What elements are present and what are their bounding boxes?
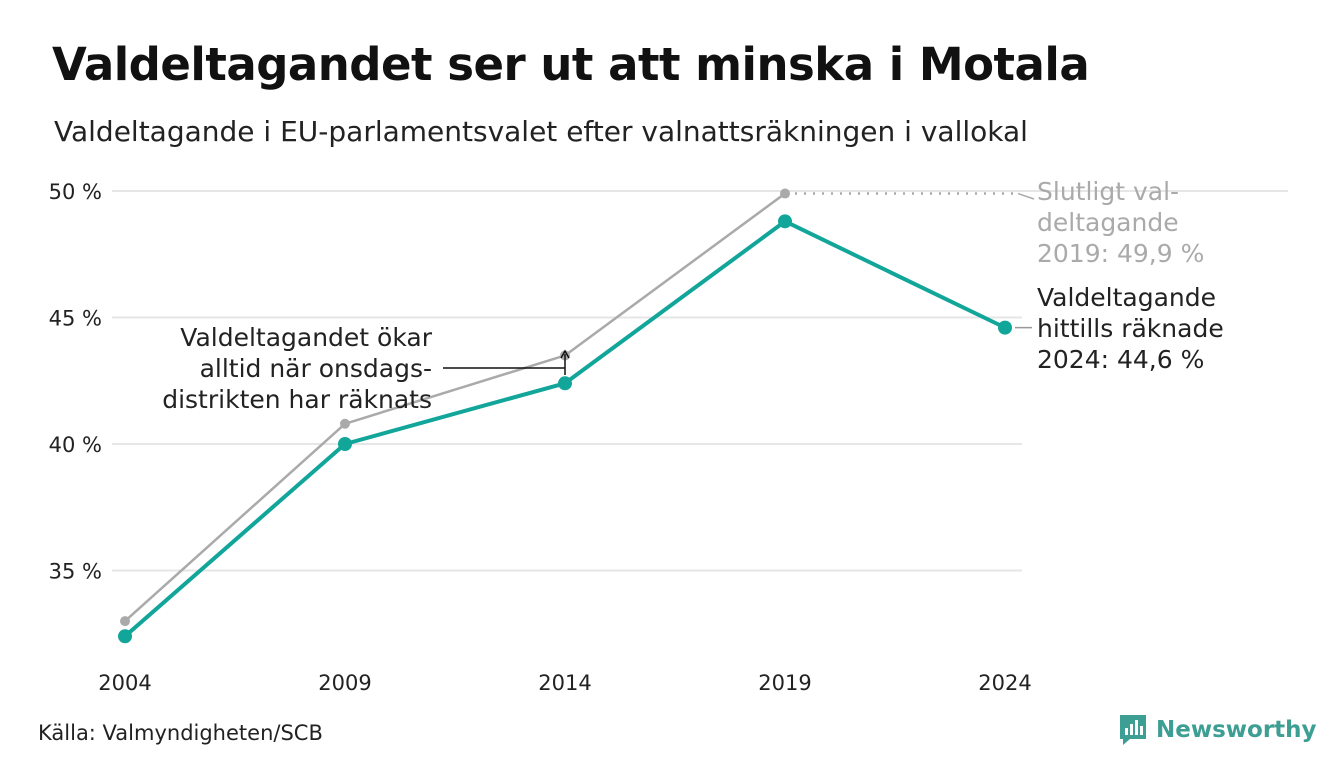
brand-name: Newsworthy [1156,717,1317,743]
y-tick-label: 35 % [49,560,102,584]
x-tick-label: 2019 [758,671,811,695]
final-2019-annotation: Slutligt val- [1037,177,1179,206]
y-tick-label: 45 % [49,307,102,331]
wednesday-annotation: distrikten har räknats [162,385,432,414]
x-tick-label: 2024 [978,671,1031,695]
final-2019-leader-tick [1017,192,1035,200]
chart-subtitle: Valdeltagande i EU-parlamentsvalet efter… [54,115,1028,148]
wednesday-annotation: Valdeltagandet ökar [180,323,432,352]
x-tick-label: 2009 [318,671,371,695]
x-tick-label: 2014 [538,671,591,695]
line-chart: 35 % 40 % 45 % 50 % 2004 2009 2014 2019 2024 Slut… [49,177,1288,695]
final-2019-annotation: deltagande [1037,208,1179,237]
final-series-point [120,616,130,627]
wednesday-annotation: alltid när onsdags- [200,354,432,383]
final-series-line [124,192,786,623]
final-series-point [780,188,790,199]
final-2019-annotation: 2019: 49,9 % [1037,239,1204,268]
final-series-point [340,418,350,429]
wednesday-arrow-head [560,349,570,359]
current-2024-annotation: hittills räknade [1037,314,1224,343]
election-night-series-point [558,376,572,391]
y-tick-label: 50 % [49,180,102,204]
election-night-series-point [118,629,132,644]
election-night-series-point [778,214,792,229]
election-night-series-point [338,437,352,451]
election-night-series-point [998,320,1012,335]
source-note: Källa: Valmyndigheten/SCB [38,721,323,745]
chart-title: Valdeltagandet ser ut att minska i Motal… [52,38,1090,91]
election-night-series-line [123,219,1006,638]
current-2024-annotation: 2024: 44,6 % [1037,345,1204,374]
current-2024-annotation: Valdeltagande [1037,283,1216,312]
y-tick-label: 40 % [49,433,102,457]
x-tick-label: 2004 [98,671,151,695]
brand-logo: Newsworthy [1118,713,1317,747]
newsworthy-logo-icon [1120,715,1146,745]
